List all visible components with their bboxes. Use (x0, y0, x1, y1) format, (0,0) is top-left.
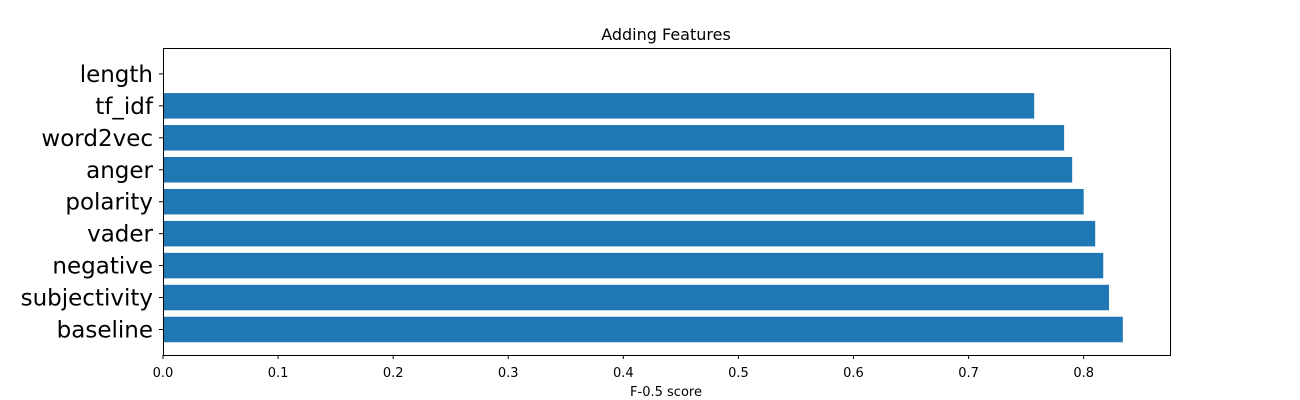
bar-word2vec (163, 125, 1065, 151)
y-tick-label: negative (52, 254, 153, 280)
y-tick-label: tf_idf (95, 94, 154, 120)
bar-anger (163, 157, 1073, 183)
y-tick-label: baseline (57, 318, 153, 344)
x-tick-label: 0.8 (1073, 366, 1094, 381)
y-tick-label: vader (87, 222, 153, 248)
x-tick-label: 0.1 (268, 366, 289, 381)
y-axis-ticks: baseline subjectivity negative vader polarit… (21, 62, 163, 344)
plot-frame (163, 48, 1171, 356)
x-tick-label: 0.7 (958, 366, 979, 381)
x-tick-label: 0.6 (843, 366, 864, 381)
bar-baseline (163, 316, 1123, 343)
y-tick-label: subjectivity (21, 286, 153, 312)
x-tick-label: 0.2 (383, 366, 404, 381)
bar-negative (163, 252, 1104, 279)
x-axis-ticks: 0.0 0.1 0.2 0.3 0.4 0.5 0.6 0.7 0.8 (153, 355, 1094, 381)
bar-vader (163, 220, 1096, 247)
x-tick-label: 0.5 (728, 366, 749, 381)
bar-tf-idf (163, 93, 1035, 119)
x-tick-label: 0.0 (153, 366, 174, 381)
y-tick-label: length (80, 62, 153, 88)
bars-group (163, 93, 1123, 343)
x-axis-label: F-0.5 score (630, 385, 702, 400)
x-tick-label: 0.4 (613, 366, 634, 381)
chart-title: Adding Features (601, 25, 731, 44)
y-tick-label: polarity (65, 190, 153, 216)
bar-subjectivity (163, 284, 1110, 311)
y-tick-label: word2vec (41, 126, 153, 152)
x-tick-label: 0.3 (498, 366, 519, 381)
y-tick-label: anger (86, 158, 153, 184)
bar-polarity (163, 188, 1084, 215)
